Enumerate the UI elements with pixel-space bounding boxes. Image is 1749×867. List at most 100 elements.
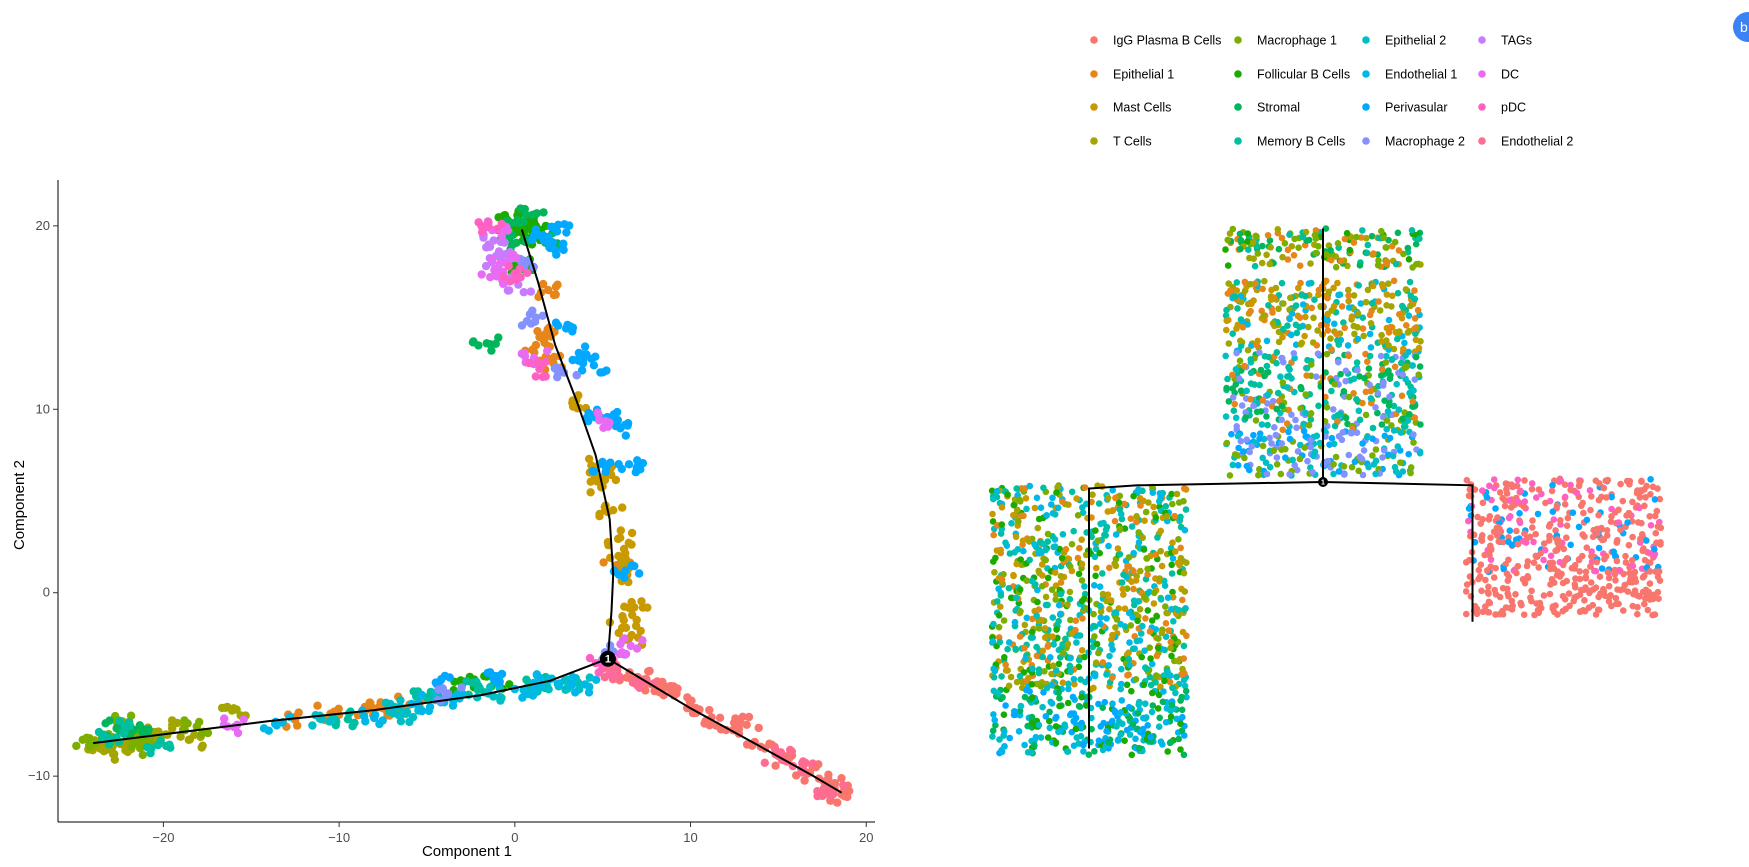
tree-cell-point: [1414, 306, 1422, 314]
tree-cell-point: [1136, 606, 1144, 613]
tree-cell-point: [1395, 247, 1403, 254]
tree-cell-point: [1302, 391, 1309, 398]
tree-branch-point-circle: [1318, 477, 1328, 487]
tree-cell-point: [1640, 486, 1648, 493]
tree-cell-point: [1654, 573, 1662, 581]
cell-point: [493, 250, 503, 260]
tree-cell-point: [1330, 470, 1337, 478]
tree-cell-point: [1121, 605, 1129, 612]
tree-cell-point: [1044, 734, 1052, 741]
tree-cell-point: [1396, 328, 1403, 335]
tree-cell-point: [1290, 252, 1298, 259]
tree-cell-point: [1068, 488, 1076, 496]
tree-cell-point: [1129, 645, 1137, 653]
tree-cell-point: [1042, 593, 1050, 601]
tree-cell-point: [1286, 231, 1293, 238]
tree-cell-point: [1247, 307, 1254, 315]
tree-cell-point: [1229, 394, 1237, 401]
tree-cell-point: [1140, 546, 1148, 553]
tree-cell-point: [1234, 432, 1242, 440]
legend-entry: Epithelial 1: [1090, 68, 1174, 82]
tree-cell-point: [1078, 536, 1085, 543]
tree-cell-point: [1294, 448, 1302, 455]
legend-swatch: [1234, 103, 1242, 111]
tree-cell-point: [1078, 577, 1086, 584]
tree-cell-point: [1410, 439, 1417, 446]
tree-cell-point: [1278, 446, 1285, 454]
tree-cell-point: [1370, 250, 1377, 257]
tree-cell-point: [1135, 539, 1143, 546]
tree-cell-point: [1322, 225, 1330, 232]
tree-cell-point: [1092, 572, 1099, 580]
cell-point: [505, 680, 514, 689]
tree-cell-point: [1279, 333, 1286, 341]
tree-cell-point: [1128, 751, 1136, 759]
tree-cell-point: [1046, 708, 1053, 716]
tree-cell-point: [1479, 532, 1486, 539]
tree-cell-point: [1163, 513, 1170, 520]
tree-cell-point: [1120, 571, 1127, 578]
tree-cell-point: [1089, 491, 1096, 499]
cell-point: [754, 723, 763, 733]
tree-cell-point: [1097, 620, 1104, 628]
legend-swatch: [1362, 36, 1370, 44]
tree-cell-point: [1296, 455, 1304, 463]
tree-cell-point: [1142, 508, 1150, 516]
tree-cell-point: [1232, 293, 1239, 301]
tree-cell-point: [1353, 396, 1360, 403]
tree-cell-point: [1546, 532, 1553, 540]
tree-cell-point: [1279, 253, 1286, 261]
tree-cell-point: [1052, 667, 1060, 674]
tree-cell-point: [1157, 596, 1165, 603]
cell-point: [417, 705, 426, 715]
cell-point: [571, 688, 580, 697]
tree-cell-point: [1520, 611, 1528, 618]
tree-cell-point: [1107, 597, 1115, 604]
tree-cell-point: [1344, 342, 1352, 349]
tree-cell-point: [1106, 652, 1113, 660]
cell-point: [487, 346, 496, 355]
tree-cell-point: [1073, 639, 1080, 646]
tree-cell-point: [1000, 711, 1008, 718]
tree-cell-point: [1135, 744, 1143, 752]
tree-cell-point: [1362, 298, 1370, 306]
tree-cell-point: [1078, 647, 1086, 654]
tree-cell-point: [1338, 436, 1346, 444]
tree-cell-point: [1492, 611, 1499, 618]
tree-cell-point: [1389, 452, 1397, 460]
tree-cell-point: [1029, 694, 1036, 701]
tree-cell-point: [1334, 279, 1341, 287]
tree-cell-point: [1378, 227, 1385, 235]
tree-cell-point: [1477, 561, 1485, 568]
tree-cell-point: [1546, 590, 1554, 598]
tree-cell-point: [1466, 486, 1474, 493]
cell-point: [613, 670, 622, 679]
tree-cell-point: [1126, 731, 1134, 738]
tree-cell-point: [1062, 635, 1069, 643]
tree-cell-point: [991, 667, 999, 675]
corner-badge[interactable]: b: [1733, 12, 1749, 42]
tree-cell-point: [1039, 582, 1046, 590]
tree-cell-point: [1308, 304, 1315, 312]
tree-cell-point: [1004, 645, 1011, 653]
tree-cell-point: [990, 531, 997, 539]
tree-cell-point: [1504, 577, 1512, 584]
tree-cell-point: [1601, 555, 1608, 563]
tree-cell-point: [1162, 620, 1170, 627]
tree-cell-point: [1499, 584, 1507, 592]
tree-cell-point: [1651, 545, 1658, 553]
tree-cell-point: [1152, 551, 1160, 558]
tree-cell-point: [1157, 683, 1164, 690]
tree-cell-point: [1540, 540, 1548, 547]
tree-cell-point: [1268, 296, 1275, 303]
tree-cell-point: [1350, 322, 1358, 330]
tree-cell-point: [1266, 260, 1274, 268]
tree-cell-point: [1002, 702, 1009, 709]
tree-cell-point: [1649, 483, 1657, 491]
cell-point: [520, 349, 529, 358]
tree-cell-point: [1514, 562, 1522, 570]
tree-cell-point: [1136, 495, 1144, 502]
tree-cell-point: [1234, 305, 1241, 312]
cell-point: [526, 287, 535, 296]
